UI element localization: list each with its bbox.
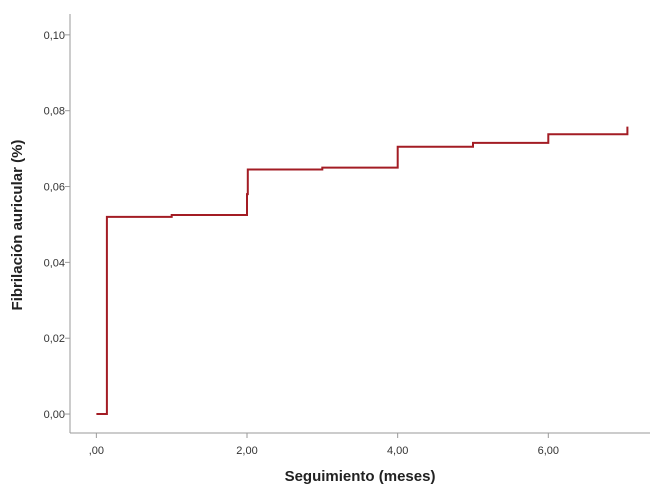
y-tick-label: 0,06 bbox=[44, 182, 65, 194]
y-tick-label: 0,00 bbox=[44, 409, 65, 421]
x-axis: ,00 2,00 4,00 6,00 bbox=[89, 433, 559, 457]
x-tick-label: 4,00 bbox=[387, 445, 408, 457]
series-layer bbox=[96, 126, 629, 415]
y-tick-label: 0,08 bbox=[44, 106, 65, 118]
plot-area bbox=[69, 14, 650, 434]
y-tick-label: 0,04 bbox=[44, 257, 65, 269]
y-axis: 0,00 0,02 0,04 0,06 0,08 0,10 bbox=[44, 30, 70, 421]
y-axis-title: Fibrilación auricular (%) bbox=[9, 140, 26, 311]
y-tick-label: 0,10 bbox=[44, 30, 65, 42]
x-tick-label: 2,00 bbox=[236, 445, 257, 457]
x-axis-title: Seguimiento (meses) bbox=[285, 468, 436, 485]
x-tick-label: 6,00 bbox=[538, 445, 559, 457]
series-line bbox=[96, 126, 629, 415]
x-tick-label: ,00 bbox=[89, 445, 104, 457]
y-tick-label: 0,02 bbox=[44, 333, 65, 345]
